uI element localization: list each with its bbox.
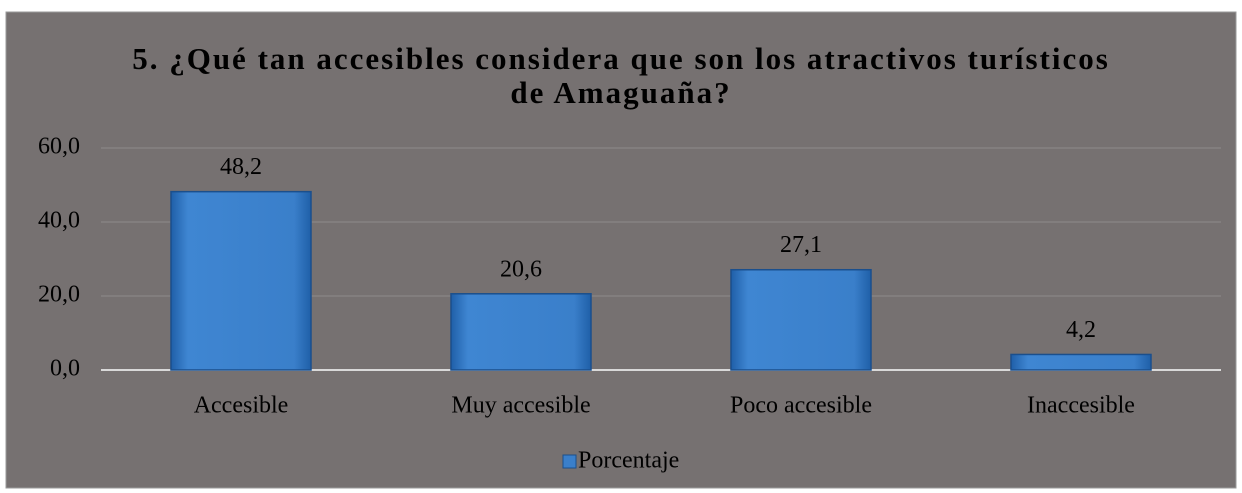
legend-swatch xyxy=(562,454,577,469)
x-tick-label: Poco accesible xyxy=(730,393,872,419)
chart-title: 5. ¿Qué tan accesibles considera que son… xyxy=(132,41,1110,110)
y-tick-label: 60,0 xyxy=(38,134,80,160)
data-label: 27,1 xyxy=(780,232,822,258)
data-label: 4,2 xyxy=(1066,317,1096,343)
bar xyxy=(450,293,592,371)
y-tick-label: 0,0 xyxy=(50,356,80,382)
bar xyxy=(1010,353,1152,371)
data-label: 48,2 xyxy=(220,154,262,180)
y-tick-label: 20,0 xyxy=(38,282,80,308)
legend-label: Porcentaje xyxy=(578,448,679,474)
bar xyxy=(170,190,312,371)
bar xyxy=(730,268,872,371)
data-label: 20,6 xyxy=(500,256,542,282)
x-tick-label: Muy accesible xyxy=(451,393,590,419)
x-tick-label: Inaccesible xyxy=(1027,393,1135,419)
x-tick-label: Accesible xyxy=(194,393,289,419)
y-tick-label: 40,0 xyxy=(38,208,80,234)
